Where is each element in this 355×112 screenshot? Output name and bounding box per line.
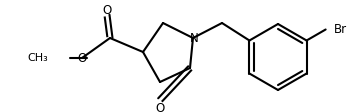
Text: O: O: [77, 52, 87, 65]
Text: O: O: [102, 3, 111, 16]
Text: CH₃: CH₃: [27, 53, 48, 63]
Text: O: O: [155, 101, 165, 112]
Text: Br: Br: [334, 23, 347, 36]
Text: N: N: [190, 31, 198, 44]
